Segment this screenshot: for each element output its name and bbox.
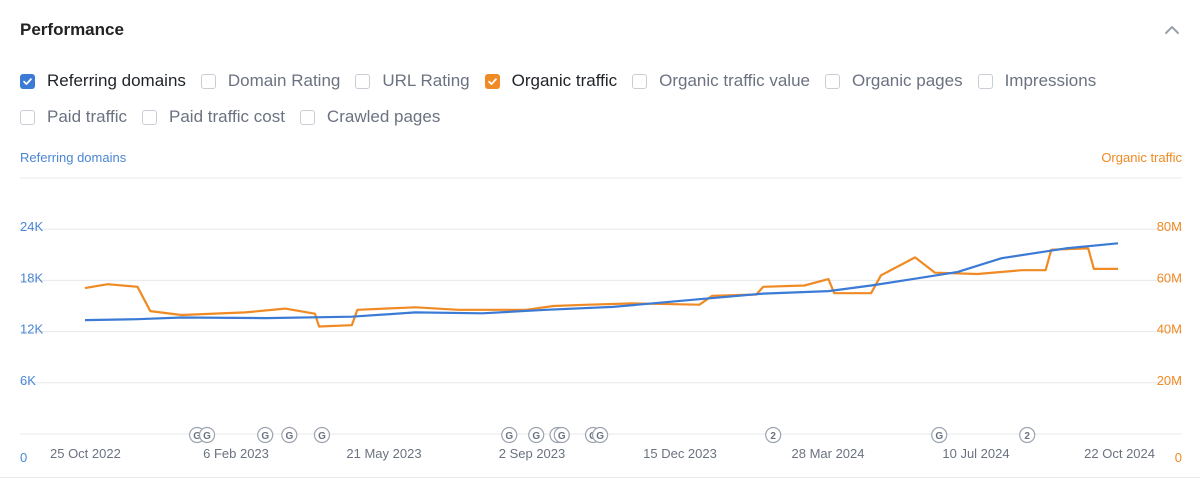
event-marker-label: 2 [770, 431, 776, 442]
checkbox[interactable] [200, 73, 216, 89]
event-marker [765, 426, 782, 444]
event-marker [257, 426, 274, 444]
checkbox[interactable] [142, 109, 158, 125]
event-marker-label: G [318, 431, 326, 442]
event-marker-label: G [203, 431, 211, 442]
checkbox[interactable] [825, 73, 840, 89]
x-tick-label: 21 May 2023 [346, 446, 421, 461]
event-marker [931, 426, 948, 444]
event-marker-label: G [261, 431, 269, 442]
event-marker-label: G [935, 431, 943, 442]
event-marker-label: G [285, 431, 293, 442]
series-line-organic-traffic [84, 247, 1118, 328]
metric-paid-traffic-cost[interactable]: Paid traffic cost [142, 107, 285, 127]
checkbox[interactable] [484, 73, 500, 89]
event-marker [591, 426, 609, 444]
left-tick-label: 24K [20, 219, 43, 234]
metric-organic-traffic[interactable]: Organic traffic [484, 71, 618, 91]
metric-domain-rating[interactable]: Domain Rating [200, 71, 341, 91]
metric-label: URL Rating [382, 71, 470, 90]
x-tick-label: 28 Mar 2024 [792, 446, 865, 461]
metric-impressions[interactable]: Impressions [977, 71, 1097, 91]
right-tick-label: 0 [1175, 450, 1182, 465]
right-tick-label: 80M [1157, 219, 1182, 234]
metric-referring-domains[interactable]: Referring domains [20, 71, 186, 91]
right-axis-title: Organic traffic [1101, 150, 1182, 165]
x-tick-label: 25 Oct 2022 [50, 446, 121, 461]
event-marker [501, 426, 518, 444]
checkbox[interactable] [299, 109, 315, 125]
event-marker-label: G [505, 431, 513, 442]
panel-title: Performance [20, 20, 124, 39]
divider [0, 477, 1200, 478]
event-marker [553, 426, 570, 444]
event-marker [198, 426, 216, 444]
checkbox[interactable] [20, 73, 35, 89]
metric-organic-pages[interactable]: Organic pages [825, 71, 963, 91]
left-tick-label: 12K [20, 322, 43, 337]
x-tick-label: 15 Dec 2023 [643, 446, 717, 461]
event-marker-label: G [193, 431, 201, 442]
right-tick-label: 20M [1157, 373, 1182, 388]
metric-row: Referring domains Domain Rating URL Rating… [20, 68, 1190, 94]
metric-label: Domain Rating [227, 71, 341, 90]
event-marker-label: G [532, 431, 540, 442]
event-marker [1019, 426, 1036, 444]
left-tick-label: 0 [20, 450, 27, 465]
metric-label: Referring domains [47, 71, 186, 90]
metric-label: Impressions [1004, 71, 1097, 90]
metric-label: Crawled pages [326, 107, 441, 126]
metric-label: Organic traffic value [659, 71, 810, 90]
metric-label: Paid traffic [47, 107, 128, 126]
x-tick-label: 2 Sep 2023 [499, 446, 566, 461]
x-tick-label: 22 Oct 2024 [1084, 446, 1155, 461]
metric-crawled-pages[interactable]: Crawled pages [299, 107, 441, 127]
series-line-referring-domains [84, 242, 1119, 322]
metric-selector: Referring domains Domain Rating URL Rating… [20, 68, 1190, 140]
right-tick-label: 40M [1157, 322, 1182, 337]
checkbox[interactable] [977, 73, 993, 89]
checkbox[interactable] [20, 109, 35, 125]
checkbox[interactable] [355, 73, 371, 89]
event-marker-label: 2 [1024, 431, 1030, 442]
x-tick-label: 10 Jul 2024 [942, 446, 1009, 461]
metric-url-rating[interactable]: URL Rating [355, 71, 470, 91]
checkbox[interactable] [632, 73, 648, 89]
event-marker-label: G [596, 431, 604, 442]
left-tick-label: 18K [20, 270, 43, 285]
event-marker [528, 426, 545, 444]
event-marker-label: G [558, 431, 566, 442]
metric-organic-traffic-value[interactable]: Organic traffic value [632, 71, 810, 91]
performance-chart: 0 6K 12K 18K 24K 0 20M 40M 60M 80M 25 Oct 2022 6 Fe… [20, 177, 1182, 465]
left-tick-label: 6K [20, 373, 36, 388]
metric-label: Organic pages [852, 71, 963, 90]
event-marker [313, 426, 331, 444]
metric-row: Paid traffic Paid traffic cost Crawled pag… [20, 104, 1190, 130]
metric-label: Organic traffic [511, 71, 618, 90]
chevron-up-icon[interactable] [1162, 20, 1182, 40]
left-axis-title: Referring domains [20, 150, 127, 165]
right-tick-label: 60M [1157, 270, 1182, 285]
metric-paid-traffic[interactable]: Paid traffic [20, 107, 127, 127]
metric-label: Paid traffic cost [169, 107, 285, 126]
x-tick-label: 6 Feb 2023 [203, 446, 269, 461]
event-marker [281, 426, 298, 444]
